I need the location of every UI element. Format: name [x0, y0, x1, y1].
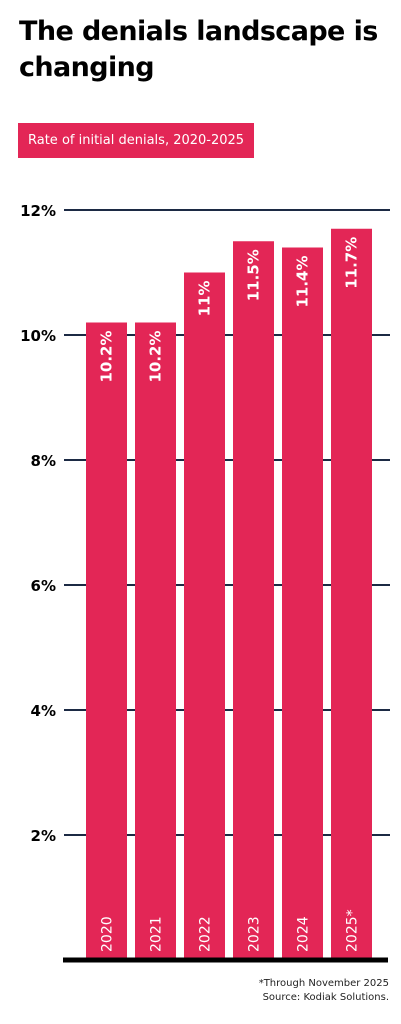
- y-tick-label: 4%: [31, 702, 56, 720]
- bar-value-label: 11.4%: [294, 256, 312, 308]
- bar-2025*: [331, 228, 372, 960]
- bar-value-label: 11.5%: [245, 249, 263, 301]
- y-axis-tick-labels: 2% 4% 6% 8% 10% 12%: [20, 202, 56, 845]
- bar-value-label: 10.2%: [147, 331, 165, 383]
- chart-subtitle-badge: Rate of initial denials, 2020-2025: [18, 123, 255, 158]
- chart-title: The denials landscape is changing: [19, 16, 378, 83]
- bar-2022: [184, 272, 225, 960]
- x-category-label: 2023: [247, 916, 263, 952]
- x-category-label: 2022: [198, 916, 214, 952]
- x-category-label: 2020: [100, 916, 116, 952]
- bar-chart: 2% 4% 6% 8% 10% 12% 10.2% 2020 10.2% 2021 11% 2022…: [20, 202, 390, 963]
- source-note: Source: Kodiak Solutions.: [262, 992, 389, 1003]
- y-tick-label: 10%: [20, 327, 56, 345]
- y-tick-label: 12%: [20, 202, 56, 220]
- x-category-label: 2024: [296, 916, 312, 952]
- bar-2020: [86, 322, 127, 960]
- chart-subtitle: Rate of initial denials, 2020-2025: [28, 133, 245, 148]
- bar-value-label: 11%: [196, 281, 214, 317]
- footnote-block: *Through November 2025 Source: Kodiak So…: [29, 977, 389, 1005]
- bar-2024: [282, 247, 323, 960]
- x-category-label: 2025*: [345, 909, 361, 952]
- x-category-label: 2021: [149, 916, 165, 952]
- bar-2023: [233, 241, 274, 960]
- bars: 10.2% 2020 10.2% 2021 11% 2022 11.5% 2023 11.4% 2…: [86, 228, 372, 960]
- bar-value-label: 11.7%: [343, 237, 361, 289]
- y-tick-label: 6%: [31, 577, 56, 595]
- footnote-through: *Through November 2025: [258, 978, 389, 989]
- bar-2021: [135, 322, 176, 960]
- y-tick-label: 2%: [31, 827, 56, 845]
- y-tick-label: 8%: [31, 452, 56, 470]
- bar-value-label: 10.2%: [98, 331, 116, 383]
